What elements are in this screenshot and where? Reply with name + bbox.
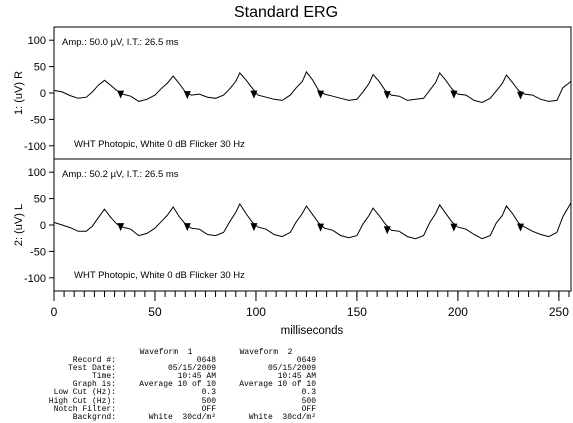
info-value-1: Average 10 of 10	[139, 380, 216, 390]
x-tick-label: 200	[448, 305, 468, 319]
stimulus-marker	[317, 223, 325, 232]
info-row: Test Date: 05/15/2009 05/15/2009	[10, 365, 316, 373]
info-label: Graph is:	[72, 380, 116, 390]
info-value-1: 10:45 AM	[177, 372, 216, 382]
info-value-2: White 30cd/m²	[248, 412, 316, 422]
stimulus-marker	[117, 223, 125, 232]
erg-trace	[53, 202, 572, 240]
info-row: Time: 10:45 AM 10:45 AM	[10, 373, 316, 381]
y-axis-label-panel-1: 1: (uV) R	[13, 71, 25, 115]
stimulus-marker	[517, 223, 525, 232]
annotation-bottom-panel-2: WHT Photopic, White 0 dB Flicker 30 Hz	[74, 270, 245, 281]
erg-chart: Standard ERG 100 50 0 -50 -100 1: (uV) R Amp…	[13, 4, 572, 337]
stimulus-marker	[383, 226, 391, 235]
info-column-header-2: Waveform 2	[239, 348, 293, 357]
info-value-1: 05/15/2009	[167, 364, 216, 374]
y-axis-label-panel-2: 2: (uV) L	[13, 204, 25, 246]
info-value-2: 500	[301, 396, 316, 406]
stimulus-marker	[250, 223, 258, 232]
stimulus-marker	[383, 91, 391, 100]
info-value-2: Average 10 of 10	[239, 380, 316, 390]
annotation-bottom-panel-1: WHT Photopic, White 0 dB Flicker 30 Hz	[74, 139, 245, 150]
info-value-2: 05/15/2009	[267, 364, 316, 374]
y-tick-label: -100	[24, 141, 46, 153]
info-row: Record #: 0648 0649	[10, 356, 316, 366]
stimulus-marker	[450, 90, 458, 99]
stimulus-marker	[250, 90, 258, 99]
y-tick-label: 100	[28, 35, 46, 47]
info-value-2: OFF	[301, 404, 316, 414]
info-label: Test Date:	[67, 364, 116, 374]
x-tick-label: 0	[51, 305, 58, 319]
series-group-panel-1	[53, 70, 572, 104]
series-group-panel-2	[53, 202, 572, 240]
stimulus-marker	[117, 90, 125, 99]
y-axis-panel-1: 100 50 0 -50 -100	[24, 35, 54, 153]
stimulus-marker	[183, 91, 191, 100]
info-label: Low Cut (Hz):	[53, 388, 116, 398]
info-row: Graph is: Average 10 of 10 Average 10 of…	[10, 381, 316, 389]
y-tick-label: 0	[40, 220, 46, 232]
y-tick-label: -50	[30, 114, 46, 126]
y-tick-label: 0	[40, 88, 46, 100]
stimulus-marker	[183, 223, 191, 232]
info-row: High Cut (Hz): 500 500	[10, 396, 316, 406]
x-axis-label: milliseconds	[281, 325, 344, 337]
info-value-1: 500	[201, 396, 216, 406]
info-value-2: 0.3	[301, 388, 316, 398]
info-header-row: Waveform 1 Waveform 2	[10, 348, 316, 357]
annotation-top-panel-2: Amp.: 50.2 µV, I.T.: 26.5 ms	[62, 169, 179, 180]
y-tick-label: -100	[24, 273, 46, 285]
recording-info-table: Waveform 1 Waveform 2 Record #: 0648 064…	[10, 348, 316, 422]
y-tick-label: 50	[34, 194, 46, 206]
info-label: High Cut (Hz):	[48, 396, 116, 406]
y-tick-label: 50	[34, 62, 46, 74]
x-tick-label: 50	[148, 305, 162, 319]
info-row: Low Cut (Hz): 0.3 0.3	[10, 389, 316, 397]
info-row: Backgrnd: White 30cd/m² White 30cd/m²	[10, 412, 316, 422]
y-tick-label: 100	[28, 167, 46, 179]
x-tick-label: 150	[347, 305, 367, 319]
info-column-header-1: Waveform 1	[139, 348, 193, 357]
stimulus-marker	[450, 223, 458, 232]
y-tick-label: -50	[30, 246, 46, 258]
info-row: Notch Filter: OFF OFF	[10, 404, 316, 414]
info-label: Backgrnd:	[72, 412, 116, 422]
x-tick-label: 250	[549, 305, 569, 319]
info-value-1: 0.3	[201, 388, 216, 398]
stimulus-marker	[517, 91, 525, 100]
stimulus-marker	[317, 90, 325, 99]
info-label: Record #:	[72, 356, 116, 366]
x-axis: 0 50 100 150 200 250	[51, 291, 570, 319]
panel-right-eye: 100 50 0 -50 -100 1: (uV) R Amp.: 50.0 µV, I…	[13, 35, 572, 153]
x-tick-label: 100	[246, 305, 266, 319]
annotation-top-panel-1: Amp.: 50.0 µV, I.T.: 26.5 ms	[62, 37, 179, 48]
info-label: Notch Filter:	[53, 404, 116, 414]
info-label: Time:	[91, 372, 116, 382]
info-value-2: 0649	[296, 356, 316, 366]
y-axis-panel-2: 100 50 0 -50 -100	[24, 167, 54, 285]
chart-title: Standard ERG	[234, 4, 338, 21]
panel-left-eye: 100 50 0 -50 -100 2: (uV) L Amp.: 50.2 µV, I…	[13, 167, 572, 285]
erg-trace	[53, 70, 572, 104]
info-value-1: 0648	[196, 356, 216, 366]
info-value-1: White 30cd/m²	[148, 412, 216, 422]
info-value-1: OFF	[201, 404, 216, 414]
info-value-2: 10:45 AM	[277, 372, 316, 382]
